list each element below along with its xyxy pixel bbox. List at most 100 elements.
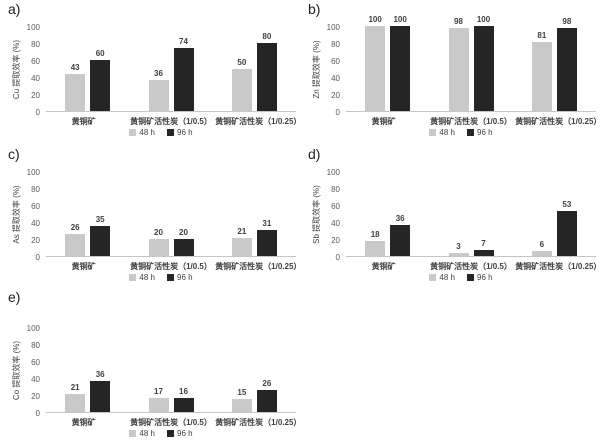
category-label: 黄铜矿活性炭（1/0.5） (130, 117, 212, 126)
chart-panel-d: d) Sb 提取效率 (%) 0 20 40 60 80 100 18 36 3 7 6 53 黄铜矿 黄铜矿… (300, 145, 600, 290)
bar-96h (473, 250, 494, 256)
chart-panel-b: b) Zn 提取效率 (%) 0 20 40 60 80 100 100 100 98 100 81 98… (300, 0, 600, 145)
plot-area: 21 36 17 16 15 26 (46, 328, 296, 413)
bar-value: 35 (95, 215, 105, 225)
bar-48h (231, 399, 252, 412)
legend: 48 h 96 h (46, 273, 276, 282)
legend-label: 48 h (439, 128, 455, 137)
bar-value: 36 (95, 370, 105, 380)
y-tick-label: 0 (35, 408, 40, 418)
legend-swatch (467, 274, 474, 281)
y-tick-label: 0 (35, 107, 40, 117)
category-label: 黄铜矿活性炭（1/0.25） (215, 262, 302, 271)
bar-value: 36 (395, 214, 405, 224)
bar-value: 100 (368, 15, 382, 24)
y-axis-ticks: 0 20 40 60 80 100 (16, 324, 40, 418)
legend-label: 96 h (477, 273, 493, 282)
panel-label: b) (308, 1, 321, 17)
bar-value: 16 (179, 387, 188, 397)
y-tick-label: 40 (31, 374, 40, 384)
plot-area: 18 36 3 7 6 53 (346, 172, 596, 257)
legend-item: 48 h (129, 429, 155, 438)
panel-label: a) (8, 1, 21, 17)
bar-96h (256, 389, 277, 412)
y-tick-label: 80 (331, 39, 340, 49)
y-tick-label: 100 (26, 22, 40, 32)
bar-value: 7 (481, 239, 486, 249)
bar-96h (256, 229, 277, 256)
legend-swatch (167, 274, 174, 281)
category-label: 黄铜矿 (71, 418, 96, 427)
panel-label: e) (8, 289, 21, 305)
legend-item: 96 h (467, 273, 493, 282)
bar-value: 6 (539, 239, 545, 249)
bar-value: 3 (456, 242, 461, 252)
y-tick-label: 40 (331, 73, 340, 83)
bar-96h (90, 60, 111, 111)
legend-item: 96 h (167, 429, 193, 438)
bar-96h (173, 239, 194, 256)
legend-swatch (467, 129, 474, 136)
bar-96h (173, 398, 194, 412)
bar-value: 100 (476, 15, 491, 24)
bar-value: 36 (154, 69, 163, 79)
y-tick-label: 100 (326, 22, 340, 32)
y-tick-label: 40 (31, 73, 40, 83)
plot-area: 43 60 36 74 50 80 (46, 27, 296, 112)
y-tick-label: 60 (331, 201, 340, 211)
y-tick-label: 20 (331, 90, 340, 100)
category-label: 黄铜矿活性炭（1/0.25） (215, 418, 302, 427)
bar-48h (148, 239, 169, 256)
y-axis-ticks: 0 20 40 60 80 100 (316, 23, 340, 117)
legend-item: 96 h (467, 128, 493, 137)
bar-48h (531, 42, 552, 111)
y-tick-label: 60 (31, 56, 40, 66)
category-label: 黄铜矿活性炭（1/0.25） (515, 117, 600, 126)
legend-swatch (129, 129, 137, 136)
bar-value: 81 (537, 31, 547, 41)
bar-48h (531, 250, 552, 256)
legend-item: 96 h (167, 273, 193, 282)
y-tick-label: 0 (35, 252, 40, 262)
bar-48h (148, 397, 169, 412)
legend: 48 h 96 h (46, 128, 276, 137)
bar-96h (556, 27, 577, 111)
legend-item: 48 h (129, 128, 155, 137)
bar-96h (556, 210, 577, 256)
legend-label: 96 h (477, 128, 493, 137)
bar-value: 50 (237, 57, 247, 67)
category-label: 黄铜矿活性炭（1/0.5） (430, 117, 512, 126)
y-tick-label: 20 (31, 235, 40, 245)
chart-panel-c: c) As 提取效率 (%) 0 20 40 60 80 100 26 35 20 20 21 31 黄铜矿… (0, 145, 302, 290)
y-tick-label: 100 (326, 167, 340, 177)
x-axis-labels: 黄铜矿 黄铜矿活性炭（1/0.5） 黄铜矿活性炭（1/0.25） (340, 116, 600, 127)
category-label: 黄铜矿活性炭（1/0.25） (215, 117, 302, 126)
bar-96h (90, 381, 111, 412)
category-label: 黄铜矿活性炭（1/0.25） (515, 262, 600, 271)
bar-48h (448, 253, 469, 256)
x-axis-labels: 黄铜矿 黄铜矿活性炭（1/0.5） 黄铜矿活性炭（1/0.25） (40, 116, 302, 127)
category-label: 黄铜矿 (371, 262, 396, 271)
y-axis-ticks: 0 20 40 60 80 100 (16, 23, 40, 117)
bar-value: 98 (454, 16, 463, 26)
plot-area: 26 35 20 20 21 31 (46, 172, 296, 257)
legend-swatch (129, 274, 137, 281)
x-axis-labels: 黄铜矿 黄铜矿活性炭（1/0.5） 黄铜矿活性炭（1/0.25） (40, 417, 302, 428)
bar-96h (256, 43, 277, 111)
bar-value: 20 (154, 228, 163, 237)
bar-48h (65, 394, 86, 412)
y-tick-label: 60 (331, 56, 340, 66)
x-axis-labels: 黄铜矿 黄铜矿活性炭（1/0.5） 黄铜矿活性炭（1/0.25） (340, 261, 600, 272)
bar-48h (365, 240, 386, 256)
y-tick-label: 60 (31, 201, 40, 211)
category-label: 黄铜矿 (371, 117, 396, 126)
legend-item: 48 h (129, 273, 155, 282)
bar-value: 53 (562, 199, 572, 209)
bar-48h (231, 68, 252, 111)
category-label: 黄铜矿活性炭（1/0.5） (130, 418, 212, 427)
legend-swatch (167, 430, 174, 437)
bar-96h (173, 48, 194, 111)
y-axis-ticks: 0 20 40 60 80 100 (16, 168, 40, 262)
y-tick-label: 100 (26, 323, 40, 333)
